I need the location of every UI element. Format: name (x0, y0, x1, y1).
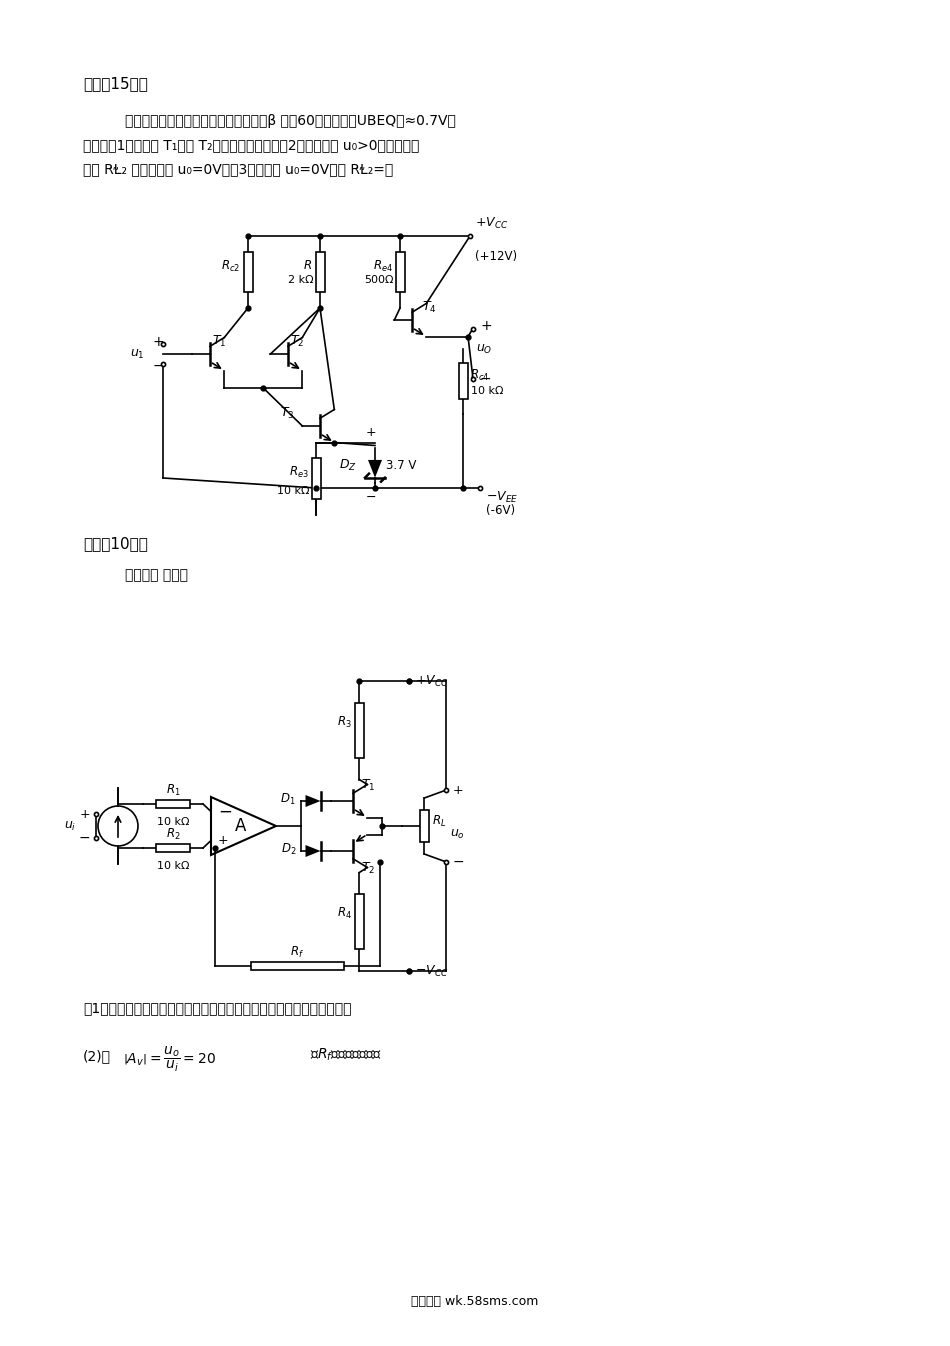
Bar (354, 703, 364, 758)
Bar (243, 252, 253, 292)
Text: (+12V): (+12V) (475, 250, 517, 262)
Text: +: + (152, 335, 163, 349)
Text: (2)若: (2)若 (83, 1049, 111, 1063)
Text: $R$: $R$ (303, 260, 313, 272)
Text: 电路如图 所示。: 电路如图 所示。 (125, 568, 188, 581)
Text: $-V_{EE}$: $-V_{EE}$ (486, 490, 518, 505)
Bar (156, 800, 190, 808)
Text: $T_4$: $T_4$ (422, 300, 437, 315)
Polygon shape (368, 460, 382, 478)
Bar (459, 363, 467, 400)
Text: $D_2$: $D_2$ (280, 841, 296, 856)
Text: $R_{e3}$: $R_{e3}$ (289, 464, 309, 481)
Bar (312, 459, 321, 498)
Text: 500Ω: 500Ω (365, 275, 394, 285)
Bar (315, 252, 325, 292)
Text: (-6V): (-6V) (486, 503, 515, 517)
Text: 10 kΩ: 10 kΩ (276, 486, 310, 495)
Text: $R_L$: $R_L$ (432, 814, 446, 829)
Text: +: + (480, 319, 492, 334)
Text: $D_Z$: $D_Z$ (339, 458, 357, 472)
Text: +: + (218, 835, 229, 847)
Polygon shape (306, 795, 320, 808)
Text: 则$R_f$应取多少千欧？: 则$R_f$应取多少千欧？ (310, 1047, 382, 1063)
Text: $R_2$: $R_2$ (165, 826, 180, 843)
Text: 10 kΩ: 10 kΩ (471, 386, 504, 396)
Text: 10 kΩ: 10 kΩ (157, 861, 189, 871)
Text: 试求：（1）静态时 T₁管和 T₂管的发射极电流。（2）若静态时 u₀>0，则应如何: 试求：（1）静态时 T₁管和 T₂管的发射极电流。（2）若静态时 u₀>0，则应… (83, 139, 419, 152)
Text: $T_3$: $T_3$ (280, 406, 294, 421)
Bar (395, 252, 405, 292)
Text: A: A (235, 817, 246, 835)
Text: $R_3$: $R_3$ (337, 715, 352, 730)
Text: $u_o$: $u_o$ (450, 828, 465, 841)
Bar (354, 894, 364, 949)
Text: +: + (452, 783, 463, 797)
Text: +: + (80, 808, 90, 821)
Text: $+V_{CC}$: $+V_{CC}$ (415, 673, 448, 689)
Text: $-V_{CC}$: $-V_{CC}$ (415, 964, 448, 979)
Bar (252, 962, 344, 970)
Text: −: − (452, 855, 464, 870)
Text: $u_i$: $u_i$ (64, 820, 76, 833)
Text: 五八文库 wk.58sms.com: 五八文库 wk.58sms.com (411, 1295, 539, 1308)
Text: 3.7 V: 3.7 V (386, 459, 416, 471)
Text: −: − (218, 802, 232, 821)
Text: $T_1$: $T_1$ (361, 778, 375, 793)
Text: 四、（10分）: 四、（10分） (83, 536, 148, 551)
Text: $T_2$: $T_2$ (361, 861, 375, 876)
Text: $u_1$: $u_1$ (130, 347, 145, 361)
Text: （1）正确接入信号源和反馈，使电路的输入阻抗增大，输出阻抗减小；: （1）正确接入信号源和反馈，使电路的输入阻抗增大，输出阻抗减小； (83, 1001, 352, 1015)
Bar (156, 844, 190, 852)
Text: $R_4$: $R_4$ (337, 906, 352, 921)
Text: 2 kΩ: 2 kΩ (289, 275, 314, 285)
Text: −: − (480, 371, 492, 385)
Text: −: − (366, 491, 376, 503)
Bar (420, 810, 428, 841)
Text: $R_{e4}$: $R_{e4}$ (372, 258, 392, 273)
Text: $R_1$: $R_1$ (165, 783, 180, 798)
Text: +: + (366, 427, 376, 440)
Text: 电路如图所示，所有晶体管均为硅管，β 均为60，静态时｜UBEQ｜≈0.7V。: 电路如图所示，所有晶体管均为硅管，β 均为60，静态时｜UBEQ｜≈0.7V。 (125, 114, 456, 128)
Text: $T_1$: $T_1$ (212, 334, 226, 349)
Text: −: − (152, 359, 163, 373)
Polygon shape (306, 845, 320, 857)
Text: $R_f$: $R_f$ (291, 945, 305, 960)
Text: $R_{c4}$: $R_{c4}$ (470, 367, 490, 384)
Text: −: − (78, 830, 90, 845)
Text: 10 kΩ: 10 kΩ (157, 817, 189, 826)
Text: 调节 RⱢ₂ 的值才能使 u₀=0V？（3）若静态 u₀=0V，则 RⱢ₂=？: 调节 RⱢ₂ 的值才能使 u₀=0V？（3）若静态 u₀=0V，则 RⱢ₂=？ (83, 162, 393, 176)
Text: $\left|A_v\right|=\dfrac{u_o}{u_i}=20$: $\left|A_v\right|=\dfrac{u_o}{u_i}=20$ (123, 1044, 216, 1074)
Text: $T_2$: $T_2$ (290, 334, 304, 349)
Text: $+V_{CC}$: $+V_{CC}$ (475, 215, 508, 232)
Text: $R_{c2}$: $R_{c2}$ (221, 258, 240, 273)
Text: $u_O$: $u_O$ (476, 342, 492, 355)
Text: 三、（15分）: 三、（15分） (83, 75, 148, 92)
Text: $D_1$: $D_1$ (280, 791, 296, 806)
